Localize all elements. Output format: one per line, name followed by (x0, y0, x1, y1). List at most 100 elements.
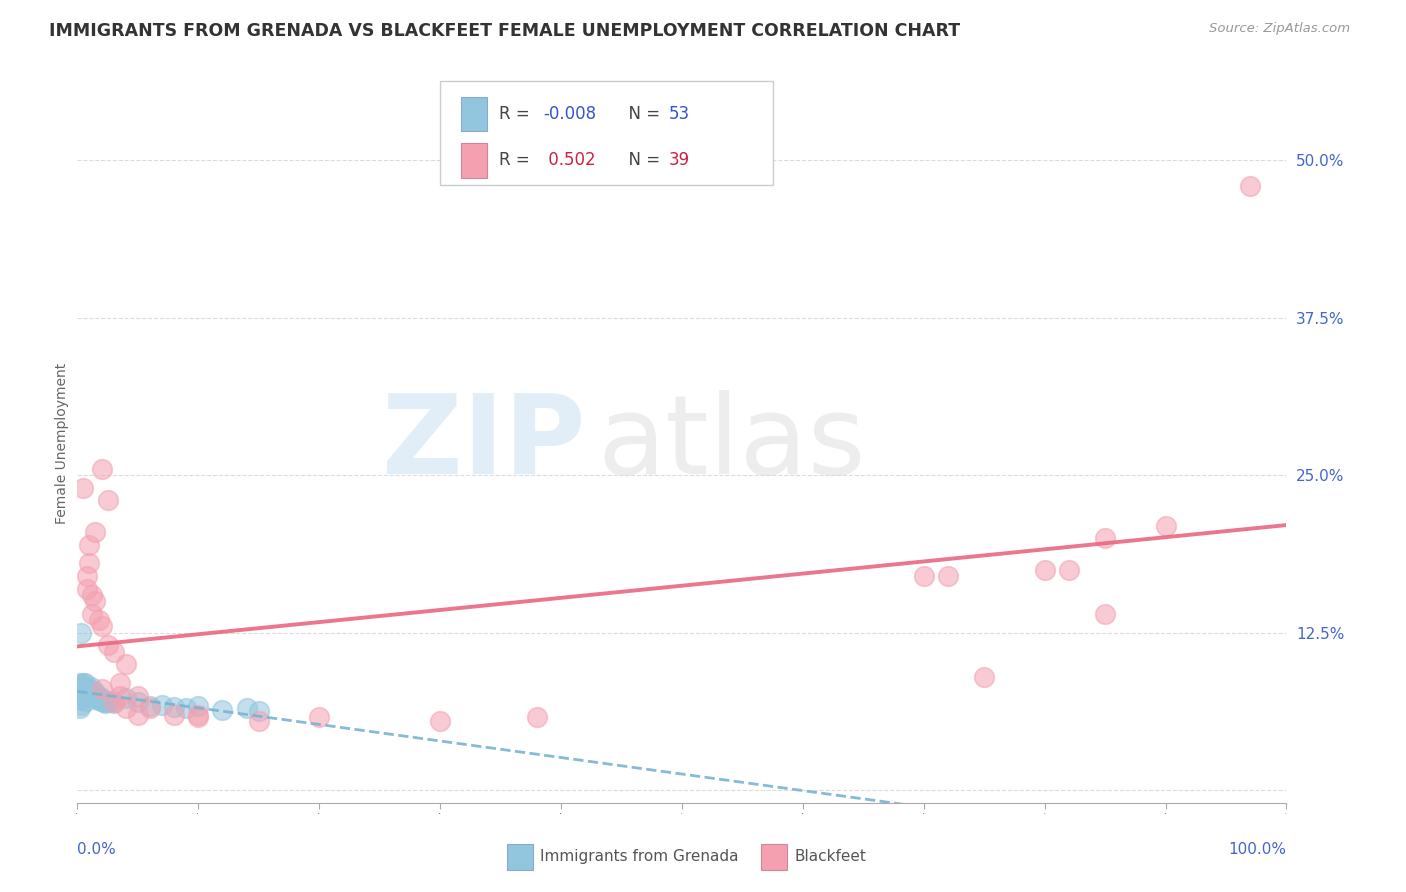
Bar (461, 143, 488, 178)
Point (139, 698, 162, 713)
Point (75, 694, 97, 708)
Text: N =: N = (617, 105, 665, 123)
Point (163, 707, 186, 722)
Text: ZIP: ZIP (382, 391, 585, 497)
Point (150, 698, 173, 712)
Point (1154, 518, 1177, 533)
Point (70, 682, 93, 697)
Point (87, 691, 110, 706)
Text: 53: 53 (669, 105, 690, 123)
Text: 39: 39 (669, 152, 690, 169)
Point (79, 682, 101, 697)
Point (1094, 531, 1116, 545)
Point (936, 569, 959, 583)
Point (1033, 563, 1056, 577)
Point (89, 692, 111, 706)
Point (114, 691, 136, 706)
Point (94, 696, 117, 710)
Bar (461, 96, 488, 131)
Point (1239, 178, 1261, 193)
Point (80, 607, 103, 621)
Text: Blackfeet: Blackfeet (794, 849, 866, 864)
Text: IMMIGRANTS FROM GRENADA VS BLACKFEET FEMALE UNEMPLOYMENT CORRELATION CHART: IMMIGRANTS FROM GRENADA VS BLACKFEET FEM… (49, 22, 960, 40)
Text: -0.008: -0.008 (543, 105, 596, 123)
Point (70, 679, 93, 693)
Text: 0.502: 0.502 (543, 152, 596, 169)
Point (308, 710, 330, 724)
Point (127, 689, 149, 703)
Point (73, 690, 96, 704)
Text: 0.0%: 0.0% (77, 842, 117, 857)
Point (91, 694, 114, 708)
Point (73, 676, 96, 690)
Point (103, 696, 125, 710)
Point (93, 695, 115, 709)
Point (69, 692, 91, 706)
Point (90, 691, 112, 706)
Point (127, 707, 149, 722)
Point (90, 694, 112, 708)
Point (187, 707, 209, 722)
Point (82, 686, 104, 700)
Text: Immigrants from Grenada: Immigrants from Grenada (540, 849, 740, 864)
Point (90, 462, 112, 476)
Point (76, 682, 98, 697)
Point (83, 689, 105, 703)
Point (235, 701, 257, 715)
Point (87, 692, 110, 706)
Point (84, 685, 107, 699)
Point (84, 594, 107, 608)
Point (108, 676, 131, 690)
Point (247, 704, 270, 718)
Point (247, 714, 270, 728)
Point (127, 695, 149, 709)
Point (72, 686, 94, 700)
Point (103, 695, 125, 709)
Point (87, 690, 110, 704)
Point (429, 714, 451, 728)
Point (79, 537, 101, 551)
Point (526, 710, 548, 724)
Point (973, 670, 995, 684)
Point (96, 638, 118, 652)
Point (70, 625, 93, 640)
Point (87, 691, 110, 706)
Point (100, 694, 122, 708)
Point (69, 676, 91, 690)
FancyBboxPatch shape (440, 81, 773, 186)
Point (80, 685, 103, 699)
Point (79, 685, 101, 699)
Point (72, 481, 94, 495)
Point (79, 680, 101, 694)
Point (75, 680, 97, 694)
Point (187, 710, 209, 724)
Point (90, 682, 112, 697)
Point (211, 702, 233, 716)
Point (114, 657, 136, 672)
Text: Source: ZipAtlas.com: Source: ZipAtlas.com (1209, 22, 1350, 36)
Point (80, 688, 103, 702)
Point (84, 524, 107, 539)
Point (76, 582, 98, 596)
Point (72, 676, 94, 690)
Text: R =: R = (499, 152, 536, 169)
Point (83, 688, 105, 702)
Text: 100.0%: 100.0% (1229, 842, 1286, 857)
Point (70, 683, 93, 698)
Point (163, 700, 186, 714)
Text: atlas: atlas (598, 391, 866, 497)
Point (103, 645, 125, 659)
Point (82, 683, 104, 698)
Point (108, 689, 131, 703)
Point (96, 695, 118, 709)
Point (86, 689, 108, 703)
Point (114, 701, 136, 715)
Point (70, 698, 93, 712)
Point (96, 493, 118, 508)
Point (912, 569, 935, 583)
Point (84, 688, 107, 702)
Point (69, 701, 91, 715)
Y-axis label: Female Unemployment: Female Unemployment (55, 363, 69, 524)
Point (79, 683, 101, 698)
Point (187, 698, 209, 713)
